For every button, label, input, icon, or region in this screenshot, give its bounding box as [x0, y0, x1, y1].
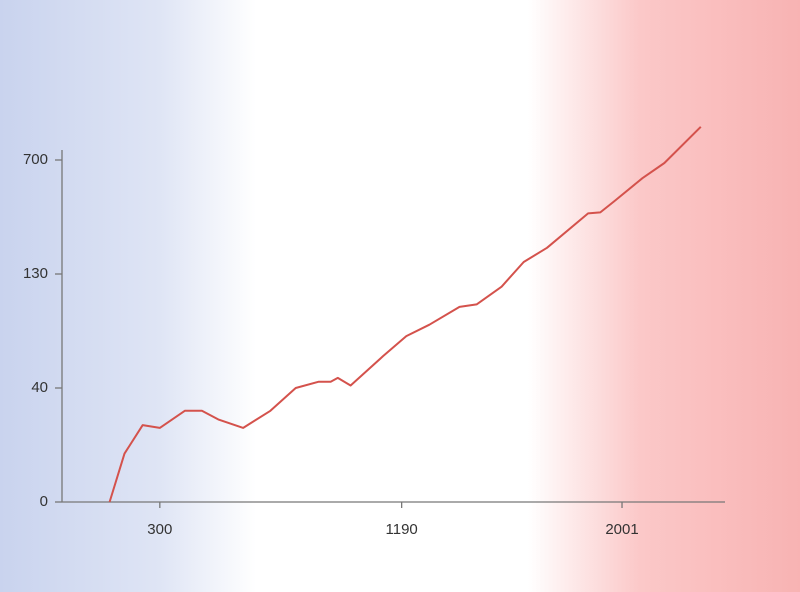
x-tick-label: 2001	[605, 521, 638, 538]
x-tick-label: 1190	[386, 521, 418, 538]
y-tick-label: 0	[40, 493, 48, 510]
y-tick-label: 700	[23, 151, 48, 168]
y-tick-label: 130	[23, 265, 48, 282]
y-tick-label: 40	[31, 379, 48, 396]
x-tick-label: 300	[147, 521, 172, 538]
data-line	[108, 126, 702, 503]
